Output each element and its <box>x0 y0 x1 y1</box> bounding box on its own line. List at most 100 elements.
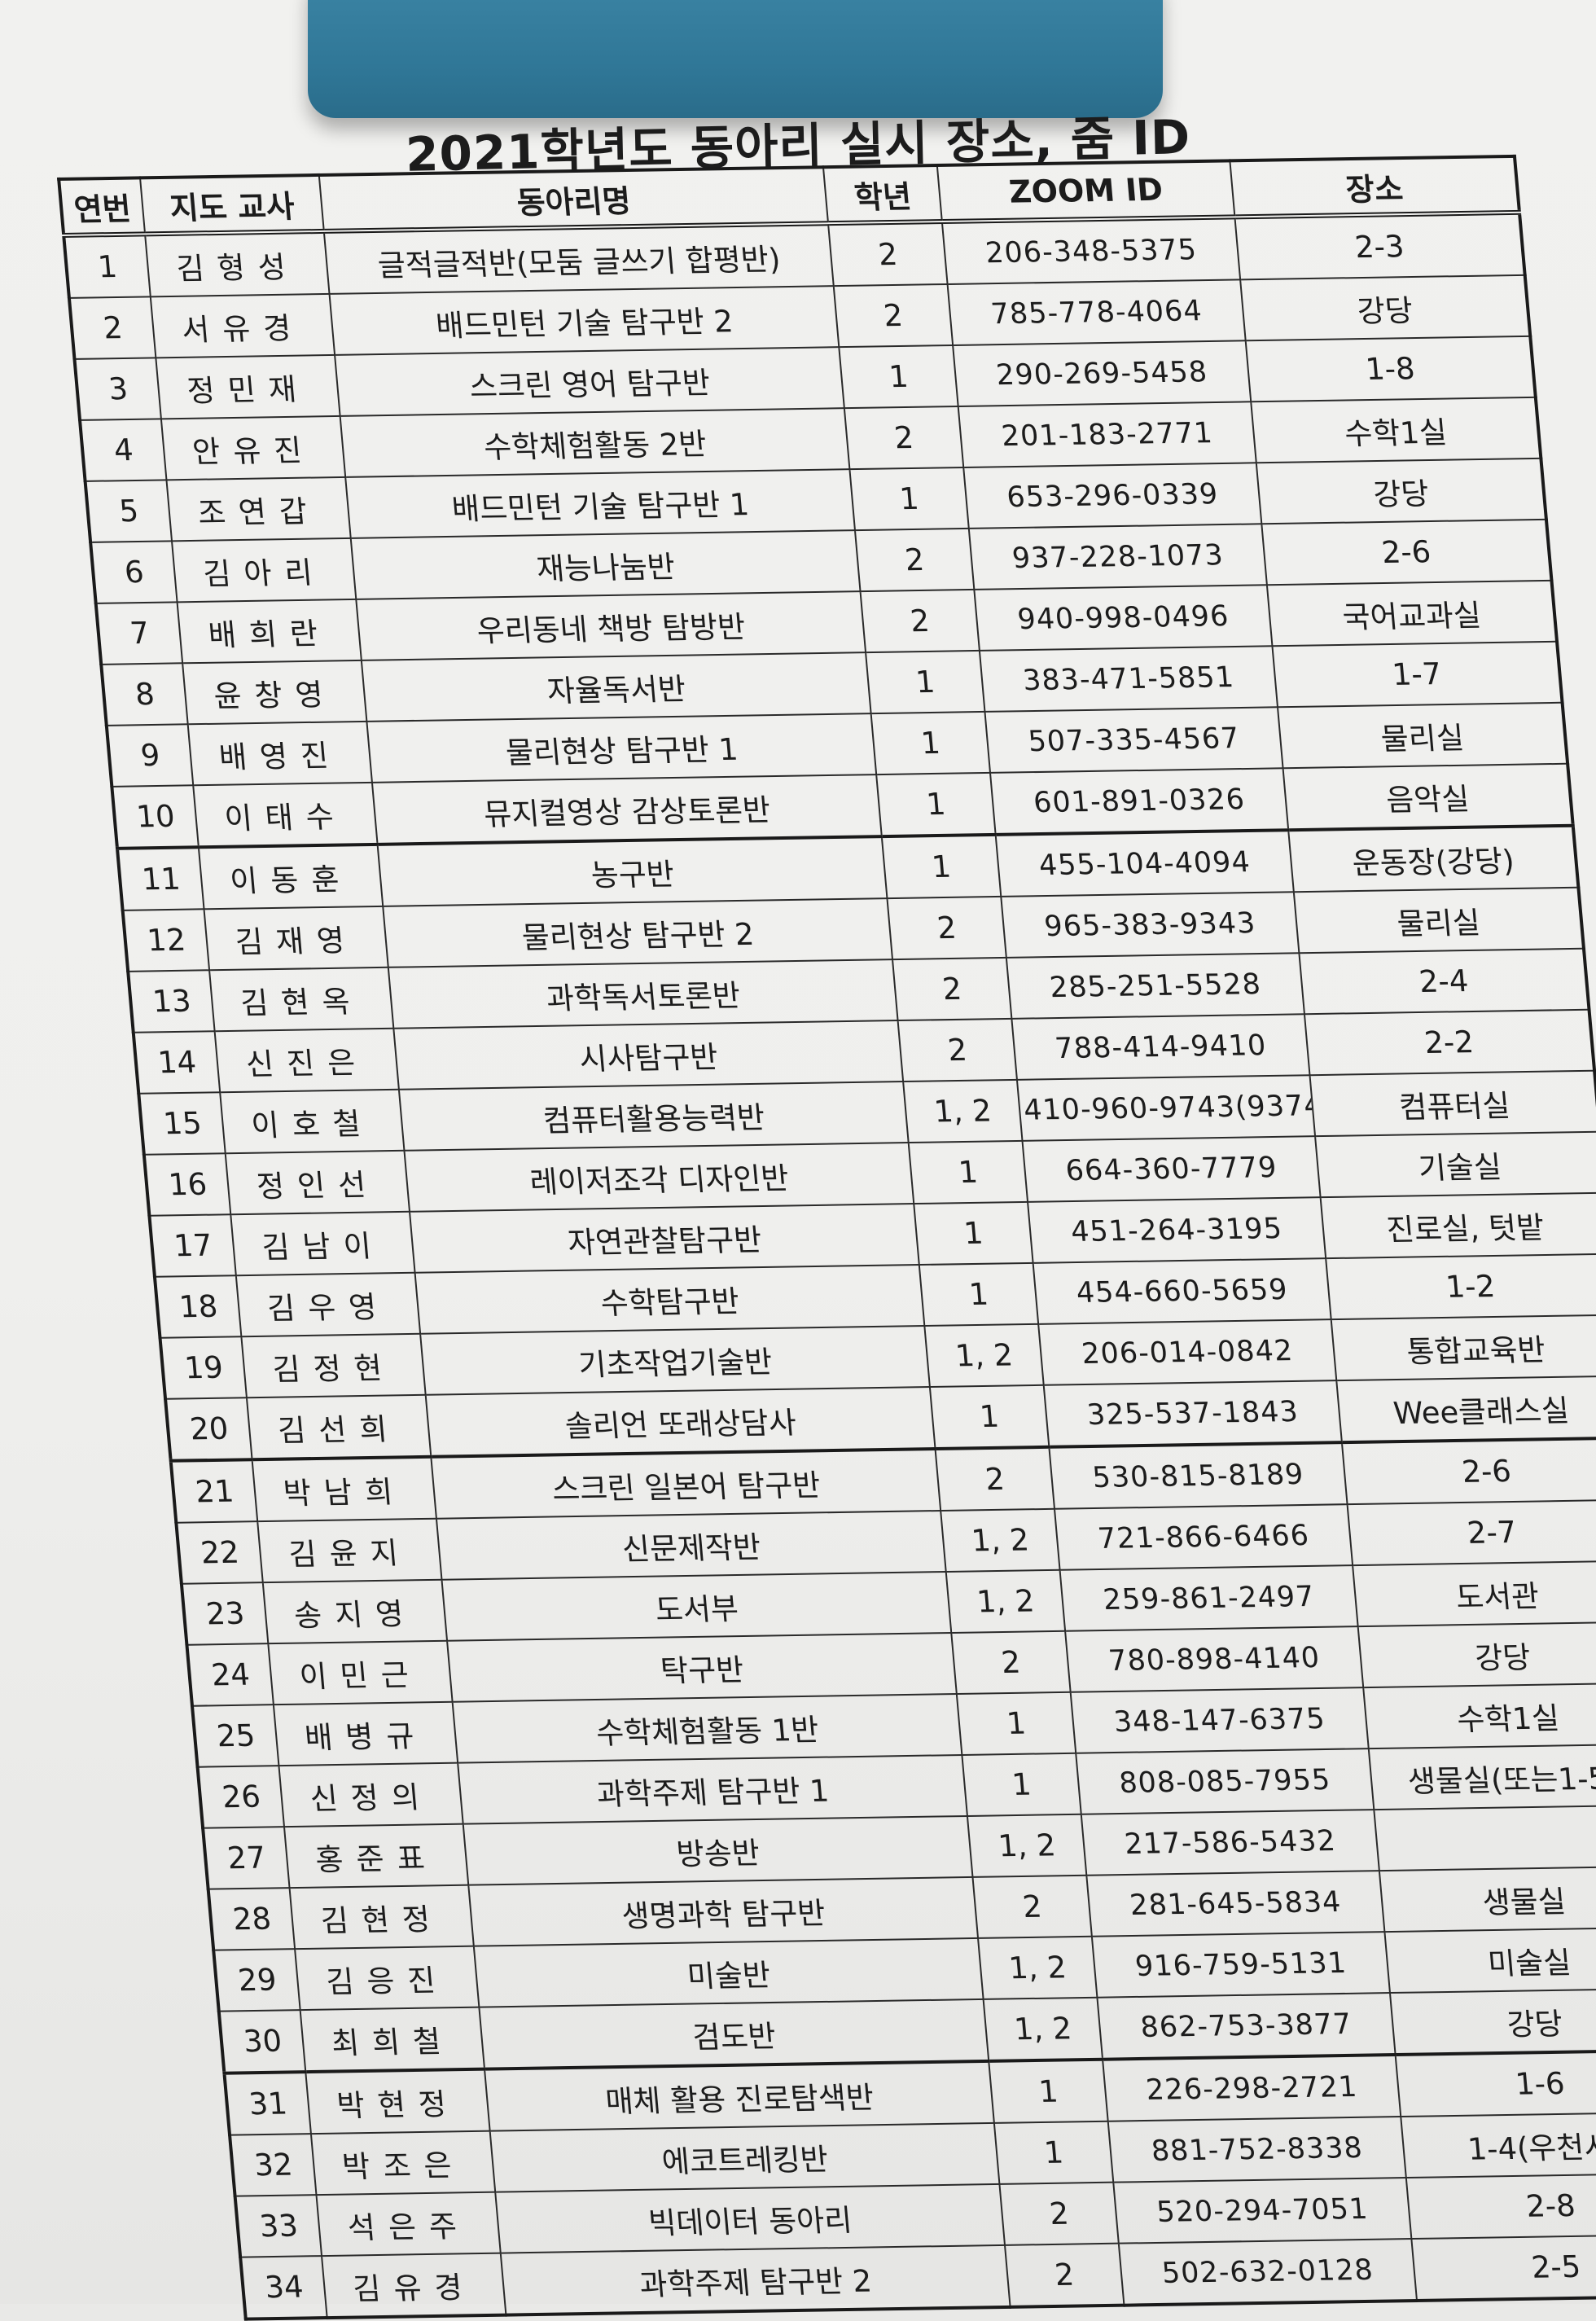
cell-place: Wee클래스실 <box>1336 1375 1596 1443</box>
table-body: 1 김형성 글적글적반(모둠 글쓰기 합평반) 2 206-348-5375 2-3 2 서유… <box>64 212 1596 2319</box>
cell-teacher: 김윤지 <box>257 1518 442 1583</box>
cell-zoom-id: 451-264-3195 <box>1028 1197 1326 1263</box>
cell-teacher: 석은주 <box>316 2192 501 2257</box>
cell-place: 수학1실 <box>1251 397 1541 463</box>
cell-club-name: 과학주제 탐구반 1 <box>458 1754 967 1824</box>
cell-place: 강당 <box>1357 1621 1596 1688</box>
cell-club-name: 스크린 영어 탐구반 <box>335 347 844 416</box>
cell-place: 음악실 <box>1282 763 1573 831</box>
cell-place: 도서관 <box>1353 1560 1596 1627</box>
cell-no: 19 <box>160 1336 247 1399</box>
cell-place: 1-4(우천시) <box>1401 2112 1596 2178</box>
cell-place: 컴퓨터실 <box>1309 1070 1596 1137</box>
cell-place: 생물실(또는1-5) <box>1368 1744 1596 1810</box>
cell-grade: 2 <box>892 957 1012 1021</box>
cell-no: 22 <box>176 1521 263 1584</box>
cell-teacher: 정인선 <box>225 1150 410 1215</box>
cell-teacher: 배병규 <box>273 1701 458 1766</box>
cell-no: 32 <box>230 2134 317 2196</box>
cell-club-name: 레이저조각 디자인반 <box>404 1143 914 1212</box>
cell-teacher: 김선희 <box>246 1394 432 1460</box>
cell-teacher: 박조은 <box>310 2130 496 2196</box>
cell-club-name: 매체 활용 진로탐색반 <box>484 2060 994 2131</box>
cell-no: 3 <box>74 358 161 420</box>
cell-place: 2-3 <box>1234 212 1525 280</box>
cell-teacher: 최희철 <box>300 2007 485 2073</box>
cell-club-name: 재능나눔반 <box>350 530 861 599</box>
cell-no: 29 <box>213 1949 300 2012</box>
cell-grade: 1, 2 <box>978 1936 1098 1999</box>
cell-no: 4 <box>80 419 167 481</box>
cell-teacher: 김아리 <box>172 537 357 603</box>
cell-grade: 1 <box>876 772 996 837</box>
cell-zoom-id: 653-296-0339 <box>963 463 1262 529</box>
cell-club-name: 스크린 일본어 탐구반 <box>431 1449 941 1519</box>
cell-no: 14 <box>133 1031 221 1094</box>
cell-grade: 2 <box>833 283 954 348</box>
cell-club-name: 배드민턴 기술 탐구반 1 <box>345 469 855 538</box>
cell-no: 8 <box>101 663 188 726</box>
cell-grade: 1 <box>989 2059 1108 2123</box>
cell-no: 17 <box>149 1214 236 1277</box>
cell-no: 1 <box>64 234 151 298</box>
cell-grade: 1, 2 <box>940 1508 1060 1572</box>
cell-grade: 1 <box>919 1262 1039 1327</box>
cell-club-name: 배드민턴 기술 탐구반 2 <box>329 286 840 355</box>
column-header-club: 동아리명 <box>318 167 829 231</box>
cell-no: 11 <box>116 847 204 910</box>
cell-no: 26 <box>197 1766 284 1828</box>
cell-place: 통합교육반 <box>1331 1314 1596 1381</box>
cell-zoom-id: 383-471-5851 <box>979 646 1278 712</box>
cell-grade: 2 <box>897 1018 1017 1082</box>
cell-club-name: 신문제작반 <box>436 1510 946 1580</box>
cell-place: 진로실, 텃밭 <box>1320 1192 1596 1259</box>
cell-no: 13 <box>128 970 215 1033</box>
cell-club-name: 과학주제 탐구반 2 <box>500 2244 1011 2315</box>
cell-teacher: 이동훈 <box>198 844 384 910</box>
cell-no: 28 <box>208 1888 296 1950</box>
cell-no: 6 <box>90 541 178 603</box>
cell-zoom-id: 410-960-9743(9374) <box>1016 1075 1316 1141</box>
cell-place: 1-2 <box>1326 1253 1596 1320</box>
cell-grade: 2 <box>951 1630 1071 1694</box>
cell-place: 2-7 <box>1347 1499 1596 1566</box>
cell-club-name: 빅데이터 동아리 <box>495 2183 1005 2253</box>
cell-zoom-id: 780-898-4140 <box>1065 1626 1364 1692</box>
cell-zoom-id: 217-586-5432 <box>1081 1810 1379 1876</box>
cell-zoom-id: 290-269-5458 <box>953 340 1252 406</box>
cell-place: 생물실 <box>1379 1866 1596 1933</box>
cell-no: 10 <box>112 785 199 849</box>
cell-teacher: 배희란 <box>177 599 362 664</box>
cell-zoom-id: 785-778-4064 <box>947 279 1246 345</box>
cell-teacher: 신진은 <box>214 1028 399 1093</box>
cell-grade: 1 <box>849 467 969 531</box>
cell-place: 2-2 <box>1304 1009 1595 1076</box>
cell-grade: 1 <box>881 834 1002 899</box>
cell-grade: 1, 2 <box>983 1997 1103 2061</box>
cell-club-name: 검도반 <box>479 1999 989 2069</box>
cell-place: 강당 <box>1389 1988 1596 2056</box>
cell-zoom-id: 325-537-1843 <box>1043 1380 1342 1447</box>
cell-place <box>1374 1805 1596 1871</box>
cell-place: 미술실 <box>1384 1927 1596 1994</box>
cell-grade: 1 <box>962 1753 1081 1816</box>
cell-zoom-id: 721-866-6466 <box>1054 1504 1353 1570</box>
cell-place: 강당 <box>1256 458 1546 524</box>
cell-zoom-id: 502-632-0128 <box>1118 2239 1418 2306</box>
cell-zoom-id: 281-645-5834 <box>1086 1871 1385 1937</box>
cell-club-name: 미술반 <box>473 1937 984 2007</box>
cell-place: 수학1실 <box>1363 1683 1596 1749</box>
cell-grade: 1 <box>993 2121 1114 2184</box>
cell-no: 7 <box>95 602 183 665</box>
cell-zoom-id: 507-335-4567 <box>984 707 1283 773</box>
cell-club-name: 과학독서토론반 <box>388 959 898 1029</box>
cell-teacher: 김유경 <box>322 2253 506 2319</box>
cell-teacher: 김형성 <box>145 230 330 297</box>
cell-teacher: 김재영 <box>204 906 388 971</box>
cell-teacher: 이호철 <box>220 1089 405 1154</box>
cell-teacher: 안유진 <box>160 415 346 480</box>
cell-grade: 2 <box>935 1446 1054 1511</box>
cell-teacher: 김현옥 <box>209 967 394 1032</box>
cell-no: 24 <box>186 1643 274 1706</box>
column-header-teacher: 지도 교사 <box>140 174 324 235</box>
